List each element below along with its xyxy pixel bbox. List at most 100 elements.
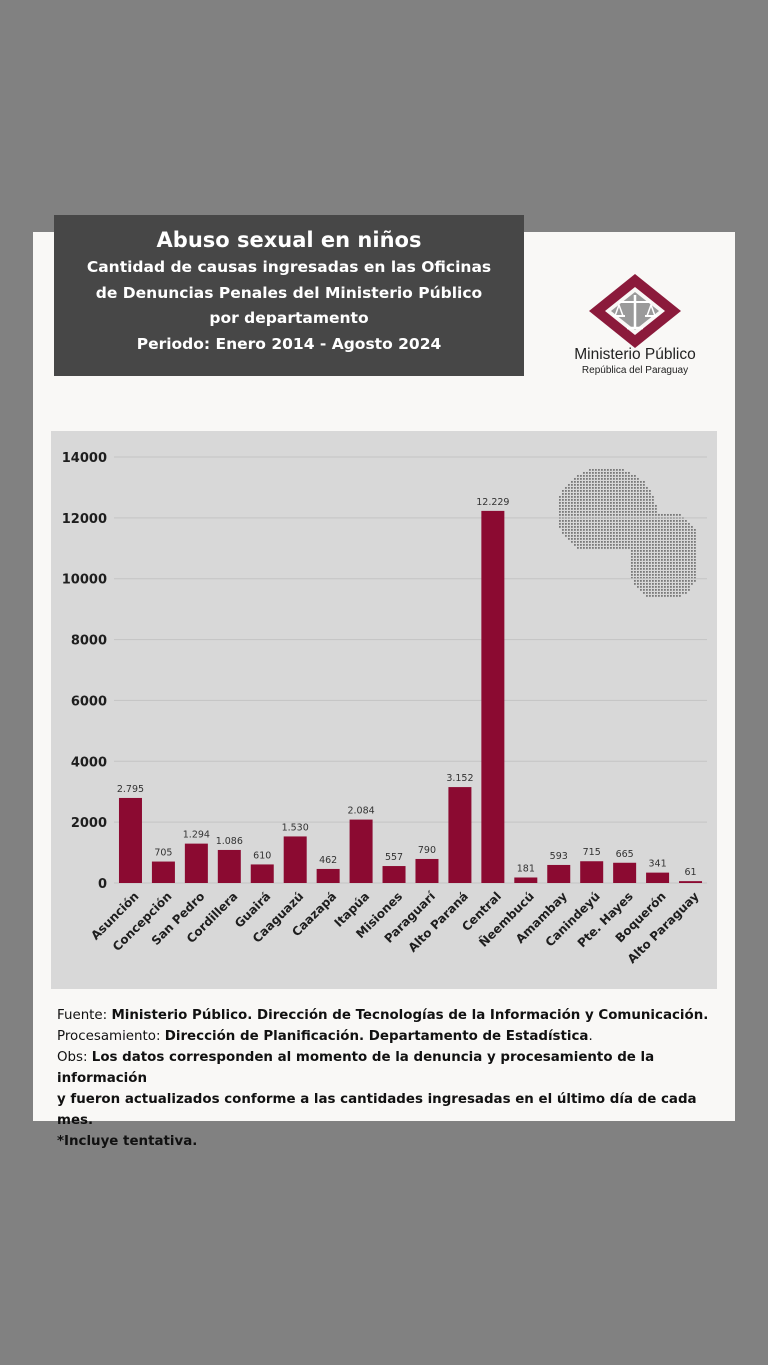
map-dot: [664, 589, 666, 591]
map-dot: [628, 523, 630, 525]
map-dot: [562, 520, 564, 522]
map-dot: [655, 583, 657, 585]
map-dot: [574, 478, 576, 480]
map-dot: [658, 577, 660, 579]
map-dot: [592, 544, 594, 546]
map-dot: [664, 532, 666, 534]
map-dot: [592, 481, 594, 483]
map-dot: [574, 538, 576, 540]
map-dot: [640, 508, 642, 510]
map-dot: [637, 544, 639, 546]
map-dot: [619, 544, 621, 546]
map-dot: [616, 487, 618, 489]
map-dot: [673, 568, 675, 570]
map-dot: [682, 529, 684, 531]
map-dot: [664, 592, 666, 594]
map-dot: [643, 538, 645, 540]
map-dot: [649, 493, 651, 495]
map-dot: [628, 490, 630, 492]
map-dot: [565, 532, 567, 534]
map-dot: [658, 547, 660, 549]
map-dot: [613, 475, 615, 477]
map-dot: [592, 526, 594, 528]
map-dot: [670, 586, 672, 588]
map-dot: [604, 499, 606, 501]
map-dot: [607, 481, 609, 483]
map-dot: [664, 526, 666, 528]
map-dot: [583, 481, 585, 483]
map-dot: [646, 535, 648, 537]
map-dot: [628, 502, 630, 504]
map-dot: [574, 523, 576, 525]
map-dot: [607, 547, 609, 549]
map-dot: [667, 580, 669, 582]
data-label: 1.530: [282, 822, 309, 833]
map-dot: [694, 541, 696, 543]
map-dot: [667, 538, 669, 540]
map-dot: [622, 544, 624, 546]
map-dot: [685, 574, 687, 576]
map-dot: [652, 508, 654, 510]
map-dot: [568, 496, 570, 498]
obs-text-2: y fueron actualizados conforme a las can…: [57, 1092, 697, 1128]
map-dot: [667, 583, 669, 585]
map-dot: [598, 487, 600, 489]
bar: [415, 858, 439, 883]
map-dot: [685, 550, 687, 552]
y-tick-label: 8000: [71, 634, 107, 649]
map-dot: [571, 520, 573, 522]
map-dot: [589, 481, 591, 483]
map-dot: [625, 511, 627, 513]
map-dot: [673, 583, 675, 585]
map-dot: [574, 544, 576, 546]
map-dot: [640, 502, 642, 504]
map-dot: [628, 511, 630, 513]
map-dot: [649, 592, 651, 594]
map-dot: [562, 523, 564, 525]
map-dot: [667, 556, 669, 558]
map-dot: [565, 505, 567, 507]
map-dot: [658, 514, 660, 516]
map-dot: [640, 529, 642, 531]
map-dot: [655, 571, 657, 573]
map-dot: [586, 511, 588, 513]
map-dot: [667, 577, 669, 579]
map-dot: [670, 541, 672, 543]
map-dot: [649, 529, 651, 531]
map-dot: [619, 541, 621, 543]
map-dot: [577, 490, 579, 492]
map-dot: [640, 544, 642, 546]
map-dot: [619, 508, 621, 510]
map-dot: [637, 553, 639, 555]
map-dot: [637, 505, 639, 507]
map-dot: [637, 562, 639, 564]
obs-line-2: y fueron actualizados conforme a las can…: [57, 1089, 727, 1131]
map-dot: [610, 502, 612, 504]
map-dot: [631, 490, 633, 492]
map-dot: [649, 565, 651, 567]
map-dot: [577, 538, 579, 540]
map-dot: [670, 562, 672, 564]
map-dot: [655, 580, 657, 582]
map-dot: [610, 541, 612, 543]
map-dot: [664, 550, 666, 552]
map-dot: [679, 583, 681, 585]
map-dot: [643, 544, 645, 546]
map-dot: [604, 496, 606, 498]
map-dot: [649, 553, 651, 555]
map-dot: [646, 547, 648, 549]
map-dot: [691, 559, 693, 561]
map-dot: [667, 559, 669, 561]
map-dot: [652, 592, 654, 594]
map-dot: [631, 508, 633, 510]
map-dot: [685, 562, 687, 564]
map-dot: [604, 493, 606, 495]
map-dot: [634, 571, 636, 573]
map-dot: [571, 538, 573, 540]
map-dot: [607, 493, 609, 495]
map-dot: [604, 544, 606, 546]
map-dot: [601, 541, 603, 543]
map-dot: [673, 586, 675, 588]
map-dot: [643, 529, 645, 531]
